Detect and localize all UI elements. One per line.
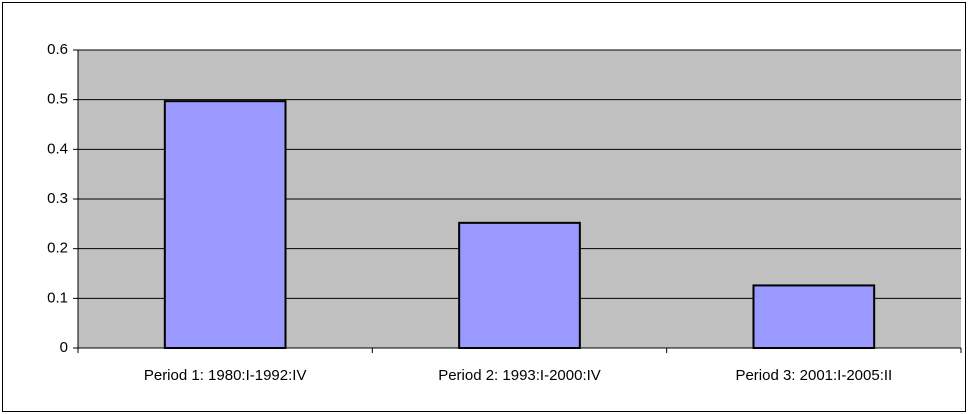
y-tick-label: 0.6 — [47, 41, 68, 58]
y-tick-label: 0.1 — [47, 289, 68, 306]
y-tick-label: 0.4 — [47, 140, 68, 157]
y-tick-label: 0.3 — [47, 190, 68, 207]
x-tick-label: Period 2: 1993:I-2000:IV — [438, 367, 601, 384]
bar — [163, 100, 287, 350]
bar — [458, 221, 581, 349]
y-tick-label: 0.2 — [47, 240, 68, 257]
x-tick-label: Period 1: 1980:I-1992:IV — [144, 367, 307, 384]
y-tick-label: 0 — [60, 339, 68, 356]
y-tick-label: 0.5 — [47, 91, 68, 108]
bar — [752, 284, 876, 350]
x-tick-label: Period 3: 2001:I-2005:II — [735, 367, 892, 384]
